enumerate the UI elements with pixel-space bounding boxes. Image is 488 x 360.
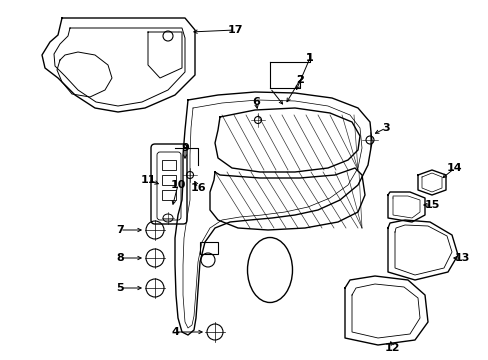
Text: 13: 13: [453, 253, 469, 263]
Text: 7: 7: [116, 225, 123, 235]
Text: 2: 2: [296, 75, 303, 85]
Bar: [162, 175, 176, 185]
Text: 10: 10: [170, 180, 185, 190]
Text: 16: 16: [190, 183, 205, 193]
Text: 1: 1: [305, 53, 313, 63]
Text: 3: 3: [382, 123, 389, 133]
Text: 8: 8: [116, 253, 123, 263]
Text: 1: 1: [305, 53, 313, 63]
Text: 11: 11: [140, 175, 156, 185]
Text: 14: 14: [446, 163, 462, 173]
Text: 15: 15: [424, 200, 439, 210]
Text: 17: 17: [227, 25, 242, 35]
Text: 9: 9: [181, 143, 188, 153]
Text: 5: 5: [116, 283, 123, 293]
Bar: [200, 242, 218, 254]
Bar: [162, 190, 176, 200]
Text: 2: 2: [296, 75, 303, 85]
Text: 12: 12: [384, 343, 399, 353]
Text: 4: 4: [171, 327, 179, 337]
Bar: [162, 160, 176, 170]
Text: 6: 6: [251, 97, 260, 107]
